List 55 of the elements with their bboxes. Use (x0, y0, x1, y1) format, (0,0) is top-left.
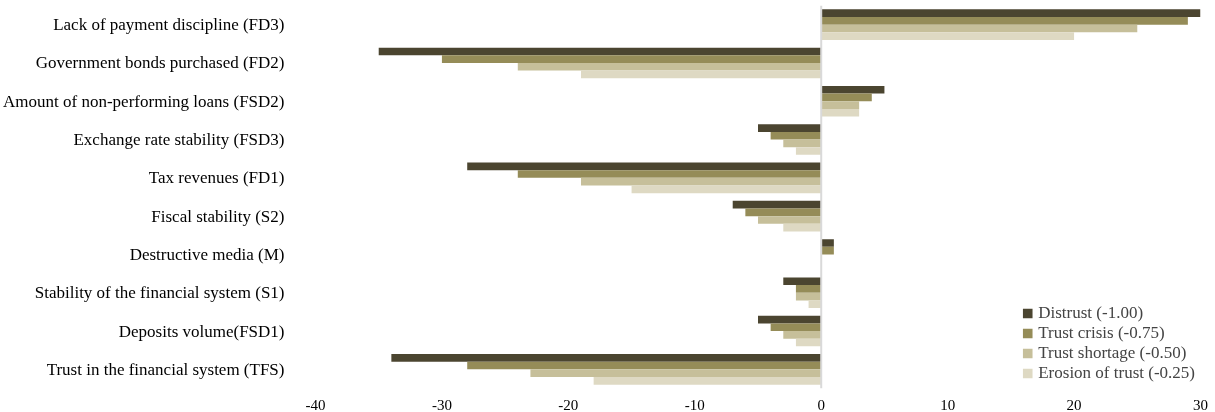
bar (391, 354, 822, 362)
bar (770, 323, 822, 332)
bar (821, 239, 834, 247)
bar (467, 162, 822, 171)
bar (821, 85, 885, 94)
x-tick-label: 10 (940, 396, 956, 412)
x-tick-label: -30 (431, 396, 452, 412)
bar (581, 70, 822, 79)
bar (821, 9, 1201, 17)
bar (795, 285, 822, 293)
bar (821, 32, 1075, 40)
bar (795, 147, 822, 155)
legend-label: Erosion of trust (-0.25) (1038, 363, 1195, 383)
bar (821, 16, 1188, 25)
bar (783, 277, 822, 286)
bar (732, 200, 822, 209)
bar (517, 170, 822, 178)
y-tick-label: Tax revenues (FD1) (148, 168, 285, 188)
bar (808, 300, 822, 309)
bar (517, 62, 822, 71)
bar (581, 177, 822, 186)
bar (530, 369, 822, 378)
y-tick-label: Stability of the financial system (S1) (34, 283, 285, 303)
bar (378, 47, 822, 56)
x-tick-label: 0 (817, 396, 825, 412)
bar (821, 24, 1138, 33)
y-tick-label: Government bonds purchased (FD2) (35, 53, 285, 73)
y-tick-label: Fiscal stability (S2) (151, 206, 285, 226)
x-tick-label: -10 (684, 396, 705, 412)
bar (783, 331, 822, 339)
bar (821, 93, 872, 102)
y-tick-label: Amount of non-performing loans (FSD2) (3, 91, 285, 111)
y-tick-label: Lack of payment discipline (FD3) (53, 15, 285, 35)
bar (758, 216, 822, 224)
x-tick-label: -20 (558, 396, 579, 412)
legend-label: Trust crisis (-0.75) (1038, 323, 1165, 343)
legend-label: Trust shortage (-0.50) (1038, 343, 1187, 363)
bar (821, 108, 860, 117)
bar (631, 185, 822, 194)
x-tick-label: 30 (1193, 396, 1208, 412)
bar (821, 101, 860, 109)
bar (593, 377, 822, 385)
y-tick-label: Exchange rate stability (FSD3) (73, 130, 285, 150)
y-tick-label: Destructive media (M) (129, 244, 285, 264)
legend-label: Distrust (-1.00) (1038, 303, 1144, 323)
y-tick-label: Trust in the financial system (TFS) (46, 359, 285, 379)
bar (758, 315, 822, 324)
bar (745, 208, 822, 217)
bar (467, 361, 822, 370)
bar (758, 124, 822, 132)
y-tick-label: Deposits volume(FSD1) (118, 321, 285, 341)
x-tick-label: -40 (305, 396, 326, 412)
bar (441, 55, 822, 63)
x-tick-label: 20 (1066, 396, 1082, 412)
bar (770, 131, 822, 140)
